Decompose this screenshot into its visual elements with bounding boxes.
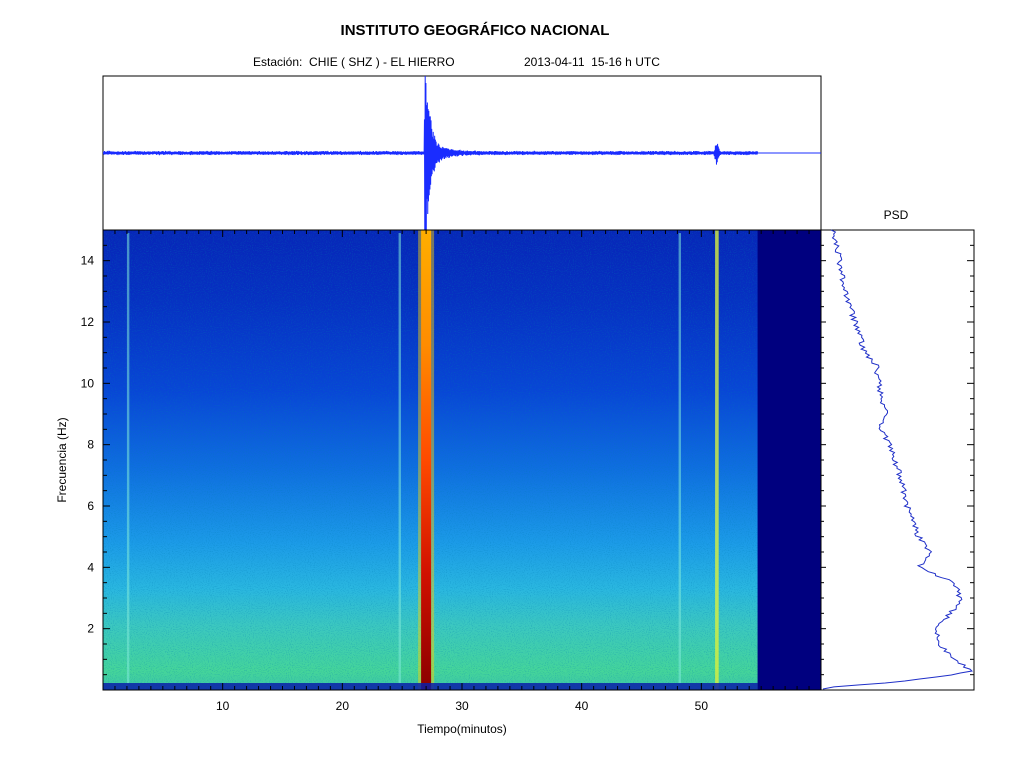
seismogram-panel (102, 75, 822, 231)
station-label: Estación: CHIE ( SHZ ) - EL HIERRO (253, 55, 455, 69)
no-data-region (757, 230, 821, 690)
earthquake-band (421, 230, 432, 690)
transient-line (398, 233, 401, 684)
x-tick-label: 40 (575, 699, 589, 713)
x-tick-label: 20 (336, 699, 350, 713)
y-tick-label: 2 (87, 622, 94, 636)
y-tick-label: 14 (81, 254, 95, 268)
psd-line (822, 229, 973, 690)
spectrogram-panel: 10 20 30 40 50 2 4 6 8 10 12 14 (81, 229, 822, 713)
x-tick-label: 50 (695, 699, 709, 713)
psd-title: PSD (884, 208, 909, 222)
psd-panel: PSD (820, 208, 975, 691)
spectrogram-noise (103, 230, 821, 690)
x-axis-label: Tiempo(minutos) (417, 722, 507, 736)
seismogram-trace (103, 76, 759, 230)
datetime-label: 2013-04-11 15-16 h UTC (524, 55, 660, 69)
y-tick-label: 4 (87, 560, 94, 574)
y-tick-label: 6 (87, 499, 94, 513)
y-tick-label: 8 (87, 438, 94, 452)
chart-title: INSTITUTO GEOGRÁFICO NACIONAL (340, 22, 610, 39)
low-frequency-strip (103, 683, 758, 690)
transient-line (126, 233, 130, 684)
y-tick-label: 12 (81, 315, 95, 329)
x-tick-label: 10 (216, 699, 230, 713)
y-axis-label: Frecuencia (Hz) (55, 417, 69, 502)
y-tick-label: 10 (81, 376, 95, 390)
small-event-line (715, 230, 719, 690)
transient-line (678, 233, 681, 684)
x-tick-label: 30 (455, 699, 469, 713)
